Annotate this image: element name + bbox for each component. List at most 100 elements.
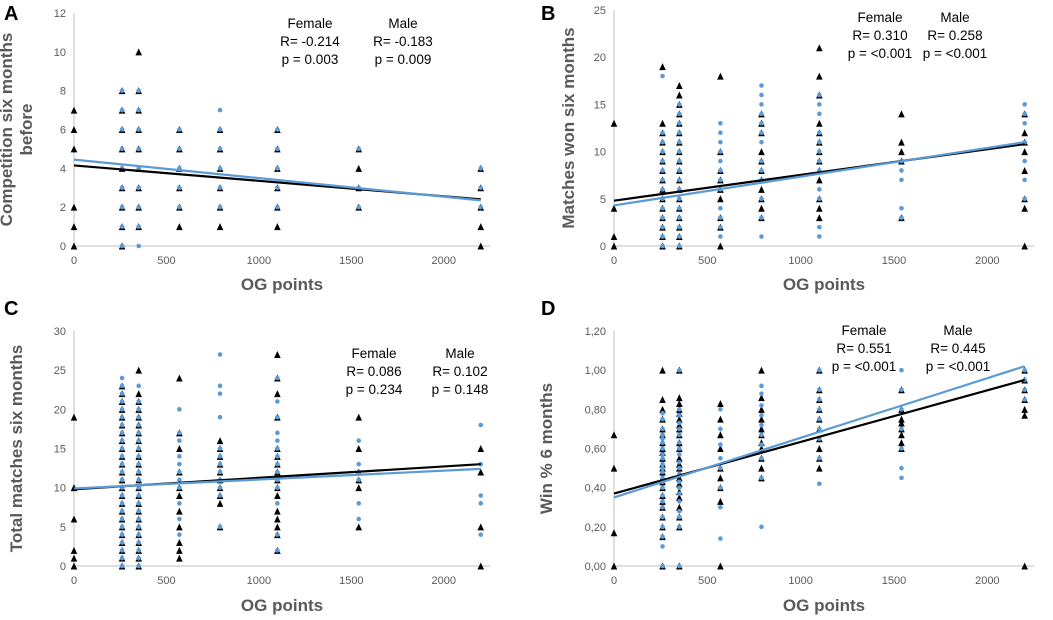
female-point bbox=[899, 465, 904, 471]
series-female bbox=[660, 367, 1027, 569]
y-tick-label: 25 bbox=[594, 5, 606, 17]
female-point bbox=[119, 532, 125, 537]
x-axis-title: OG points bbox=[783, 275, 865, 294]
female-point bbox=[660, 416, 665, 422]
female-point bbox=[119, 204, 125, 210]
y-tick-label: 0,20 bbox=[585, 522, 606, 534]
male-point bbox=[70, 203, 78, 211]
female-point bbox=[677, 407, 682, 412]
female-point bbox=[660, 149, 665, 154]
stat-name-female: Female bbox=[287, 16, 332, 31]
female-point bbox=[677, 440, 682, 445]
female-point bbox=[899, 426, 904, 432]
female-point bbox=[677, 491, 682, 496]
female-point bbox=[136, 555, 142, 561]
female-point bbox=[217, 461, 223, 467]
male-point bbox=[816, 464, 823, 472]
female-point bbox=[136, 224, 142, 229]
female-point bbox=[119, 469, 125, 475]
female-point bbox=[177, 532, 182, 537]
male-point bbox=[176, 539, 183, 546]
female-point bbox=[119, 414, 125, 420]
male-point bbox=[610, 233, 618, 241]
female-point bbox=[478, 493, 484, 498]
female-point bbox=[660, 158, 665, 164]
stat-name-male: Male bbox=[445, 346, 474, 361]
female-point bbox=[217, 383, 223, 389]
male-point bbox=[816, 44, 823, 52]
female-point bbox=[136, 485, 142, 490]
female-point bbox=[177, 485, 182, 490]
male-point bbox=[898, 148, 905, 156]
male-point bbox=[176, 554, 183, 562]
female-point bbox=[817, 387, 822, 393]
male-point bbox=[717, 72, 724, 80]
female-point bbox=[660, 243, 665, 249]
y-tick-label: 12 bbox=[54, 8, 66, 20]
female-point bbox=[759, 92, 764, 98]
female-point bbox=[177, 516, 182, 522]
female-point bbox=[136, 383, 142, 389]
y-tick-label: 0,00 bbox=[585, 561, 606, 573]
male-point bbox=[676, 493, 683, 501]
female-point bbox=[759, 83, 764, 88]
female-point bbox=[660, 130, 665, 136]
female-point bbox=[718, 130, 723, 136]
y-axis-title: Matches won six months bbox=[559, 27, 578, 228]
female-point bbox=[1022, 102, 1027, 107]
x-tick-label: 1000 bbox=[247, 255, 271, 267]
y-tick-label: 0,40 bbox=[585, 483, 606, 495]
male-point bbox=[1021, 242, 1028, 250]
female-point bbox=[356, 461, 362, 467]
male-point bbox=[70, 546, 78, 554]
female-point bbox=[136, 422, 142, 428]
female-point bbox=[677, 485, 682, 490]
female-point bbox=[660, 187, 665, 192]
female-point bbox=[136, 501, 142, 506]
male-point bbox=[717, 474, 724, 482]
male-point bbox=[176, 445, 183, 452]
female-point bbox=[899, 177, 904, 183]
male-point bbox=[176, 223, 183, 231]
male-point bbox=[274, 390, 281, 398]
male-point bbox=[477, 468, 485, 476]
female-point bbox=[660, 499, 665, 504]
x-tick-label: 1000 bbox=[788, 255, 812, 267]
male-point bbox=[717, 562, 724, 570]
male-point bbox=[70, 242, 78, 250]
male-point bbox=[898, 419, 905, 427]
female-point bbox=[660, 524, 665, 530]
female-point bbox=[275, 204, 280, 210]
female-point bbox=[177, 146, 182, 152]
female-point bbox=[136, 454, 142, 459]
male-point bbox=[758, 415, 765, 423]
male-point bbox=[70, 223, 78, 231]
x-tick-label: 0 bbox=[611, 255, 617, 267]
female-point bbox=[136, 532, 142, 537]
female-point bbox=[759, 120, 764, 126]
x-tick-label: 500 bbox=[698, 255, 716, 267]
male-point bbox=[758, 464, 765, 472]
female-point bbox=[136, 548, 142, 553]
female-point bbox=[677, 168, 682, 173]
female-point bbox=[217, 352, 223, 357]
x-tick-label: 2000 bbox=[975, 255, 999, 267]
female-point bbox=[677, 367, 682, 373]
y-tick-label: 30 bbox=[54, 326, 66, 338]
female-point bbox=[136, 185, 142, 191]
stat-r-female: R= -0.214 bbox=[280, 34, 340, 49]
female-point bbox=[677, 196, 682, 202]
y-tick-label: 10 bbox=[54, 483, 66, 495]
female-point bbox=[660, 168, 665, 173]
female-point bbox=[177, 469, 182, 475]
y-tick-label: 0 bbox=[600, 241, 606, 253]
female-point bbox=[119, 407, 125, 412]
series-female bbox=[119, 352, 484, 569]
female-point bbox=[275, 446, 280, 451]
x-axis-title: OG points bbox=[241, 596, 323, 615]
y-tick-label: 0 bbox=[60, 241, 66, 253]
male-point bbox=[477, 562, 485, 570]
stat-r-male: R= 0.445 bbox=[930, 341, 985, 356]
trend-line-female bbox=[613, 365, 1026, 499]
